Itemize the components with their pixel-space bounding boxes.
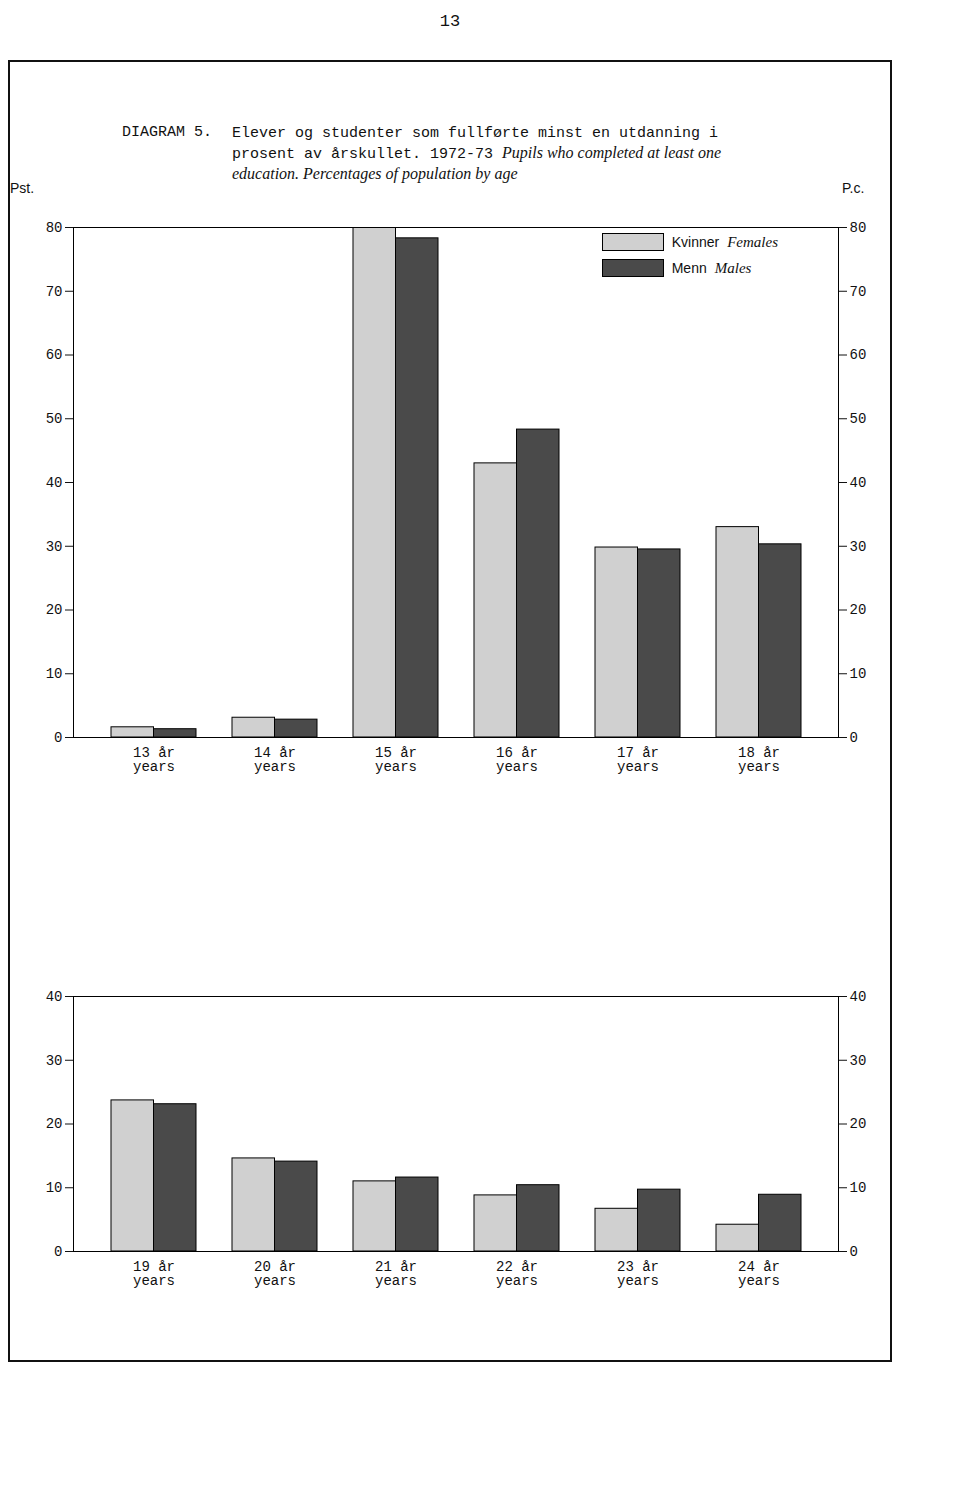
svg-text:30: 30 [850, 539, 867, 555]
svg-text:19 åryears: 19 åryears [133, 1259, 175, 1289]
svg-text:10: 10 [46, 666, 63, 682]
html-text:Pst.: Pst. [10, 180, 35, 196]
svg-text:80: 80 [46, 220, 63, 236]
html-text:Males: Males [714, 259, 752, 276]
svg-text:16 åryears: 16 åryears [496, 745, 538, 775]
html-text:Females: Females [727, 233, 778, 250]
svg-text:0: 0 [850, 1244, 858, 1260]
svg-text:20: 20 [46, 602, 63, 618]
html-text:DIAGRAM 5.: DIAGRAM 5. [122, 124, 212, 141]
html-text:13: 13 [439, 12, 461, 31]
html-text:Menn: Menn [671, 260, 707, 276]
svg-text:20: 20 [850, 602, 867, 618]
svg-text:30: 30 [46, 1053, 63, 1069]
svg-text:22 åryears: 22 åryears [496, 1259, 538, 1289]
svg-text:30: 30 [850, 1053, 867, 1069]
svg-text:18 åryears: 18 åryears [738, 745, 780, 775]
svg-text:60: 60 [46, 347, 63, 363]
svg-text:70: 70 [850, 284, 867, 300]
svg-text:40: 40 [850, 475, 867, 491]
svg-text:20: 20 [46, 1116, 63, 1132]
html-text:Elever og studenter som fullfø: Elever og studenter som fullførte minst … [232, 125, 722, 182]
svg-text:14 åryears: 14 åryears [254, 745, 296, 775]
svg-text:0: 0 [54, 730, 62, 746]
svg-text:60: 60 [850, 347, 867, 363]
svg-text:24 åryears: 24 åryears [738, 1259, 780, 1289]
svg-text:17 åryears: 17 åryears [617, 745, 659, 775]
svg-text:0: 0 [850, 730, 858, 746]
svg-text:20: 20 [850, 1116, 867, 1132]
svg-text:10: 10 [850, 1180, 867, 1196]
svg-text:10: 10 [850, 666, 867, 682]
svg-text:80: 80 [850, 220, 867, 236]
svg-text:13 åryears: 13 åryears [133, 745, 175, 775]
svg-text:50: 50 [850, 411, 867, 427]
svg-text:10: 10 [46, 1180, 63, 1196]
html-text:P.c.: P.c. [842, 180, 865, 196]
svg-text:50: 50 [46, 411, 63, 427]
svg-text:21 åryears: 21 åryears [375, 1259, 417, 1289]
svg-text:40: 40 [46, 475, 63, 491]
svg-text:20 åryears: 20 åryears [254, 1259, 296, 1289]
svg-text:23 åryears: 23 åryears [617, 1259, 659, 1289]
svg-text:40: 40 [46, 989, 63, 1005]
svg-text:15 åryears: 15 åryears [375, 745, 417, 775]
svg-text:40: 40 [850, 989, 867, 1005]
html-text:Kvinner: Kvinner [671, 234, 720, 250]
svg-text:70: 70 [46, 284, 63, 300]
svg-text:0: 0 [54, 1244, 62, 1260]
svg-text:30: 30 [46, 539, 63, 555]
